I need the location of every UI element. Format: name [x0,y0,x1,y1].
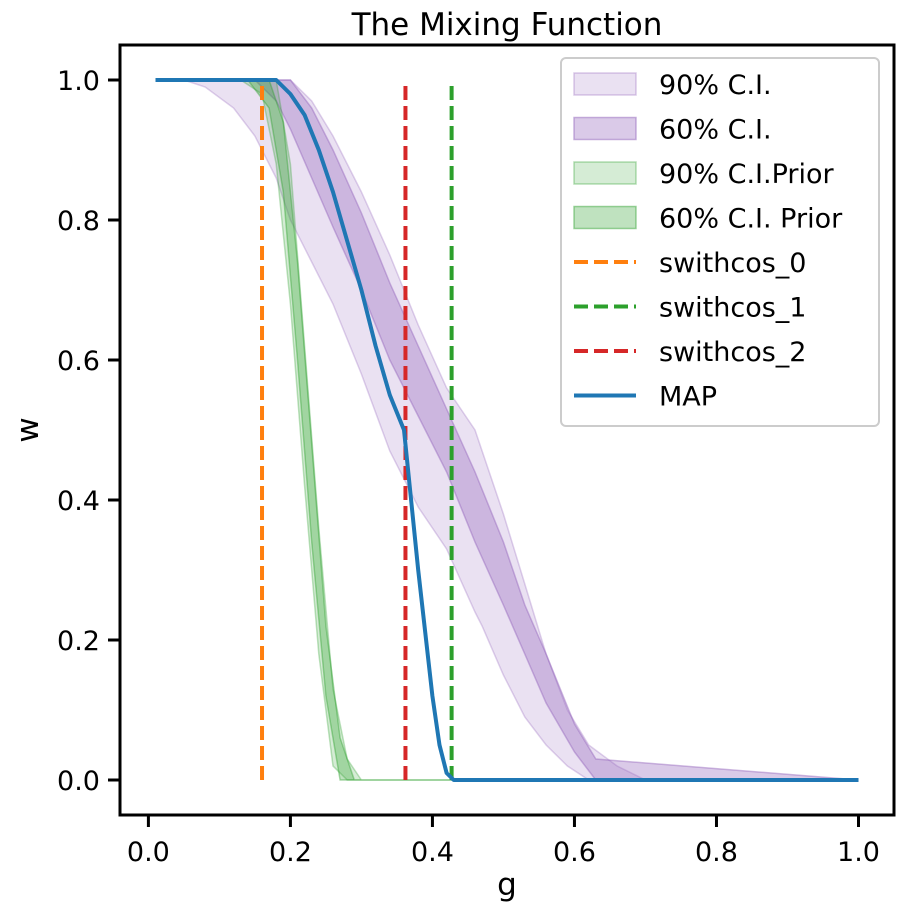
legend-label: 60% C.I. [659,115,772,146]
series-map [155,78,859,782]
band-60-c-i-prior [246,79,454,781]
legend-swatch [573,205,637,230]
y-axis-label: w [10,417,46,442]
axes: 0.0 0.2 0.4 0.6 0.8 1.0 0.0 0.2 0.4 0.6 0.8 1.0 [57,66,880,868]
legend-swatch [573,161,637,185]
x-tick-label: 0.6 [553,837,596,868]
chart-title: The Mixing Function [351,7,663,43]
plot-area [155,78,859,782]
legend-label: 90% C.I.Prior [659,159,835,190]
y-tick-label: 0.4 [57,486,100,517]
x-tick-label: 0.8 [695,837,738,868]
x-tick-label: 0.4 [411,837,454,868]
legend-label: 60% C.I. Prior [659,204,843,235]
legend-label: swithcos_2 [659,337,806,368]
band-90-c-i-prior [238,79,454,781]
legend-label: swithcos_1 [659,293,806,324]
y-tick-label: 0.0 [57,766,100,797]
legend-swatch [573,72,637,96]
x-tick-label: 0.0 [127,837,170,868]
legend-swatch [573,116,637,141]
x-tick-label: 0.2 [269,837,312,868]
x-axis-label: g [497,867,517,903]
plot-frame [118,43,896,817]
legend-label: 90% C.I. [659,70,772,101]
legend-label: MAP [659,382,717,413]
legend-label: swithcos_0 [659,248,806,279]
y-tick-label: 1.0 [57,66,100,97]
legend-box [560,57,880,427]
y-tick-label: 0.8 [57,206,100,237]
band-90-c-i [155,79,859,781]
x-tick-label: 1.0 [837,837,880,868]
legend: 90% C.I. 60% C.I. 90% C.I.Prior 60% C.I. Pr… [560,57,880,427]
y-tick-label: 0.2 [57,626,100,657]
y-tick-label: 0.6 [57,346,100,377]
